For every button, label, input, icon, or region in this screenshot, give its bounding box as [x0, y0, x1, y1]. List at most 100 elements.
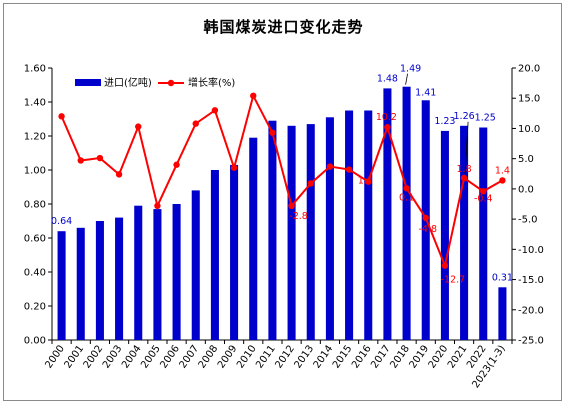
line-point — [192, 120, 199, 127]
line-point — [77, 157, 84, 164]
line-point — [230, 164, 238, 171]
legend-bar-swatch — [75, 79, 101, 86]
bar — [364, 110, 373, 340]
growth-line-group — [58, 92, 506, 270]
y-right-tick-label: -25.0 — [518, 336, 544, 347]
bar-data-label: 1.41 — [415, 87, 436, 98]
bar-data-label: 0.31 — [492, 272, 513, 283]
y-left-tick-label: 0.80 — [24, 200, 46, 211]
x-tick-label: 2012 — [273, 343, 297, 370]
line-point — [441, 262, 449, 269]
y-right-tick-label: 5.0 — [518, 154, 534, 165]
line-point — [288, 202, 295, 210]
bar-data-label: 1.25 — [475, 113, 496, 124]
bar — [345, 110, 354, 340]
line-point — [115, 171, 123, 178]
bar — [191, 190, 200, 340]
growth-rate-line — [60, 93, 503, 270]
legend: 进口(亿吨) 增长率(%) — [75, 76, 235, 89]
y-left-tick-label: 0.20 — [24, 302, 46, 313]
bar — [76, 227, 85, 340]
x-tick-label: 2007 — [178, 343, 202, 370]
x-tick-label: 2009 — [216, 343, 240, 370]
x-tick-label: 2015 — [331, 343, 355, 370]
line-data-label: 1.4 — [495, 165, 510, 176]
x-tick-label: 2016 — [350, 343, 374, 370]
x-tick-label: 2006 — [158, 343, 182, 370]
bar — [172, 204, 181, 340]
bar — [230, 164, 239, 340]
y-left-tick-label: 0.00 — [24, 336, 46, 347]
bar — [249, 137, 258, 340]
x-tick-label: 2013 — [293, 343, 317, 370]
line-point — [135, 123, 142, 130]
line-point — [269, 129, 276, 136]
data-labels-group: 0.64 1.481.49 1.41 1.231.26 1.25 0.31 -2.8 1.2 1… — [51, 64, 513, 286]
bar — [402, 86, 411, 340]
x-tick-label: 2004 — [120, 343, 144, 370]
bar — [440, 130, 449, 340]
y-left-tick-label: 1.60 — [24, 64, 46, 75]
line-data-label: 10.2 — [376, 112, 397, 123]
y-left-tick-label: 0.60 — [24, 234, 46, 245]
y-right-tick-label: 0.0 — [518, 184, 534, 195]
bar-label-leader — [405, 73, 408, 85]
x-tick-label: 2010 — [235, 343, 259, 370]
line-data-label: -0.4 — [474, 193, 493, 204]
line-point — [365, 178, 372, 185]
bar — [498, 287, 507, 340]
y-right-tick-label: -10.0 — [518, 245, 544, 256]
x-tick-label: 2001 — [63, 343, 87, 370]
y-left-tick-label: 1.40 — [24, 98, 46, 109]
bar — [134, 205, 143, 340]
y-left-tick-label: 1.20 — [24, 132, 46, 143]
x-tick-label: 2017 — [369, 343, 393, 370]
line-point — [307, 180, 314, 187]
bar-label-leader — [464, 121, 469, 175]
x-tick-label: 2000 — [43, 343, 67, 370]
y-left-tick-label: 1.00 — [24, 166, 46, 177]
bar — [479, 127, 488, 340]
y-right-tick-label: -20.0 — [518, 305, 544, 316]
bars-group — [57, 86, 507, 341]
line-point — [480, 188, 487, 195]
legend-bar-label: 进口(亿吨) — [104, 76, 152, 89]
chart-title: 韩国煤炭进口变化走势 — [203, 18, 364, 36]
line-point — [326, 163, 334, 170]
line-point — [460, 174, 468, 182]
line-data-label: 1.8 — [457, 164, 472, 175]
line-point — [403, 185, 410, 192]
bar — [210, 170, 219, 340]
bar — [57, 231, 66, 340]
x-tick-label: 2011 — [254, 343, 278, 370]
line-point — [96, 154, 104, 162]
line-data-label: -12.7 — [441, 275, 466, 286]
bar-data-label: 1.26 — [454, 111, 475, 122]
x-tick-label: 2002 — [82, 343, 106, 370]
x-tick-label: 2020 — [427, 343, 451, 370]
x-tick-label: 2014 — [312, 343, 336, 370]
line-point — [345, 166, 353, 173]
line-point — [154, 202, 161, 210]
legend-line-marker — [167, 79, 175, 87]
bar — [306, 124, 315, 340]
x-tick-label: 2005 — [139, 343, 163, 370]
y-right-tick-label: -5.0 — [518, 215, 538, 226]
y-right-tick-label: -15.0 — [518, 275, 544, 286]
line-data-label: -2.8 — [289, 211, 308, 222]
bar — [460, 125, 469, 340]
x-tick-label: 2019 — [408, 343, 432, 370]
y-left-tick-label: 0.40 — [24, 268, 46, 279]
line-data-label: 1.2 — [358, 176, 373, 187]
line-point — [173, 161, 180, 168]
line-point — [58, 113, 65, 120]
line-data-label: 0.1 — [399, 192, 414, 203]
bar — [383, 88, 392, 341]
bar — [325, 117, 334, 340]
bar — [153, 209, 162, 340]
x-tick-label: 2003 — [101, 343, 125, 370]
bar-data-label: 0.64 — [51, 216, 72, 227]
line-data-label: -4.8 — [418, 224, 437, 235]
line-point — [250, 92, 257, 100]
